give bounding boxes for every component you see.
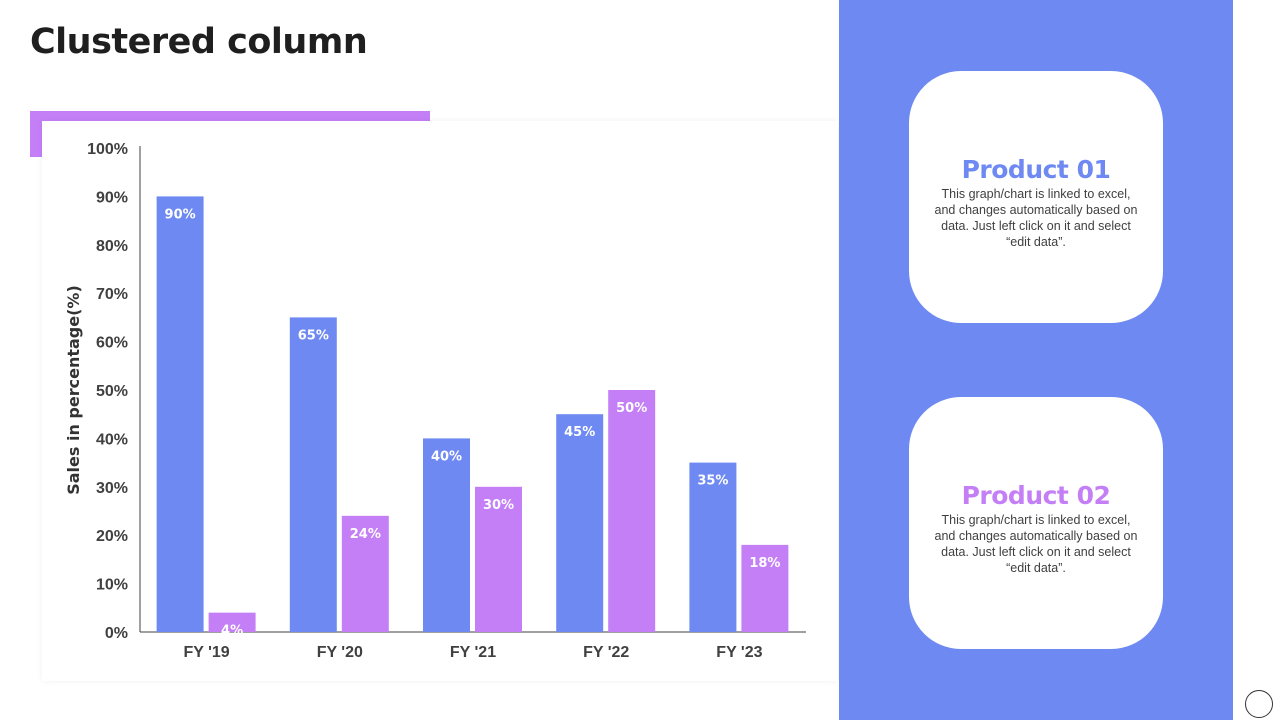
product-1-description: This graph/chart is linked to excel, and… [934, 187, 1138, 249]
x-tick-label: FY '22 [583, 644, 629, 661]
data-label: 40% [431, 449, 462, 464]
bar [289, 317, 337, 632]
bar [689, 462, 737, 632]
y-tick-label: 20% [96, 528, 128, 545]
data-label: 65% [298, 328, 329, 343]
accent-bar-top [30, 111, 430, 121]
product-2-description: This graph/chart is linked to excel, and… [934, 513, 1138, 575]
product-2-title: Product 02 [961, 481, 1111, 510]
chart-card: 0% 10% 20% 30% 40% 50% 60% 70% 80% 90% 100% Sales i… [42, 121, 838, 681]
accent-bar-left [30, 111, 42, 157]
data-label: 4% [221, 624, 243, 639]
bar [341, 515, 389, 632]
y-tick-label: 10% [96, 577, 128, 594]
x-tick-label: FY '20 [317, 644, 363, 661]
y-tick-label: 0% [105, 625, 128, 642]
y-axis-title: Sales in percentage(%) [64, 285, 83, 495]
x-tick-label: FY '21 [450, 644, 496, 661]
bar [423, 438, 470, 632]
y-tick-label: 30% [96, 480, 128, 497]
data-label: 24% [350, 527, 381, 542]
y-tick-label: 60% [96, 335, 128, 352]
corner-circle-icon [1245, 690, 1273, 718]
product-1-title: Product 01 [961, 155, 1111, 184]
x-tick-label: FY '19 [183, 644, 229, 661]
page-title: Clustered column [30, 22, 368, 62]
product-card-1: Product 01 This graph/chart is linked to… [909, 71, 1163, 323]
y-tick-label: 100% [87, 141, 128, 158]
data-label: 90% [165, 207, 196, 222]
bar [208, 612, 256, 632]
y-tick-label: 70% [96, 286, 128, 303]
x-tick-label: FY '23 [716, 644, 762, 661]
bar [741, 544, 789, 632]
clustered-column-chart: 0% 10% 20% 30% 40% 50% 60% 70% 80% 90% 100% Sales i… [64, 141, 806, 661]
y-tick-label: 40% [96, 431, 128, 448]
y-tick-label: 50% [96, 383, 128, 400]
bar [156, 196, 204, 632]
bar [608, 390, 656, 632]
data-label: 50% [616, 401, 647, 416]
y-tick-label: 80% [96, 238, 128, 255]
data-label: 18% [749, 556, 780, 571]
y-tick-label: 90% [96, 189, 128, 206]
data-label: 45% [564, 425, 595, 440]
data-label: 30% [483, 498, 514, 513]
product-card-2: Product 02 This graph/chart is linked to… [909, 397, 1163, 649]
bar [475, 486, 522, 632]
bar [556, 414, 604, 632]
right-panel: Product 01 This graph/chart is linked to… [839, 0, 1233, 720]
data-label: 35% [697, 474, 728, 489]
